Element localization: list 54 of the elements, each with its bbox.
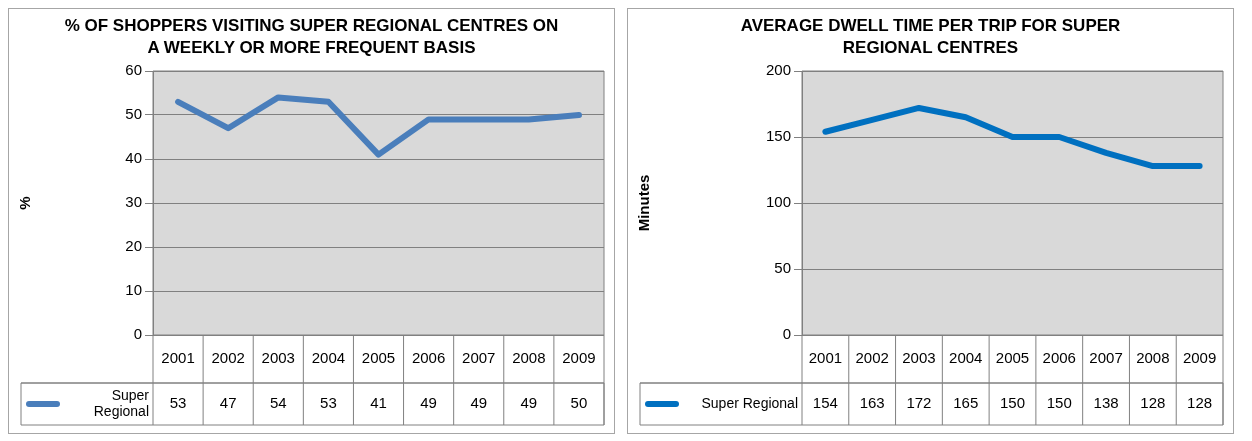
x-tick-label: 2003 <box>902 349 936 367</box>
x-tick-label: 2002 <box>855 349 889 367</box>
data-label: 47 <box>219 394 237 412</box>
y-axis-title: % <box>16 196 34 210</box>
y-tick-label: 60 <box>125 61 142 79</box>
x-tick-label: 2004 <box>949 349 983 367</box>
data-label: 41 <box>370 394 387 412</box>
x-tick-label: 2005 <box>361 349 396 367</box>
y-tick-label: 200 <box>765 61 791 79</box>
chart-title: % OF SHOPPERS VISITING SUPER REGIONAL CENTRES ON A WEEKLY OR MORE FREQUENT BASIS <box>63 15 560 59</box>
x-tick-label: 2005 <box>995 349 1030 367</box>
x-tick-label: 2006 <box>411 349 446 367</box>
x-tick-label: 2006 <box>1042 349 1076 367</box>
text: Super Regional <box>93 386 150 419</box>
data-label: 172 <box>906 394 932 412</box>
y-tick-label: 10 <box>125 281 142 299</box>
x-tick-label: 2002 <box>211 349 245 367</box>
x-tick-label: 2007 <box>462 349 496 367</box>
y-tick-label: 0 <box>782 325 791 343</box>
x-tick-label: 2008 <box>512 349 546 367</box>
x-tick-label: 2009 <box>562 349 596 367</box>
x-tick-label: 2001 <box>161 349 195 367</box>
x-tick-label: 2004 <box>311 349 346 367</box>
x-tick-label: 2007 <box>1089 349 1123 367</box>
x-tick-label: 2008 <box>1136 349 1170 367</box>
data-label: 128 <box>1187 394 1213 412</box>
data-label: 53 <box>169 394 187 412</box>
y-tick-label: 100 <box>765 193 791 211</box>
y-axis-title: Minutes <box>635 174 653 232</box>
data-label: 49 <box>520 394 538 412</box>
y-tick-label: 50 <box>125 105 142 123</box>
y-tick-label: 40 <box>125 149 142 167</box>
data-label: 138 <box>1093 394 1119 412</box>
y-tick-label: 150 <box>765 127 791 145</box>
data-label: 165 <box>953 394 979 412</box>
data-label: 53 <box>320 394 337 412</box>
legend-label: Super Regional <box>701 394 798 411</box>
data-label: 150 <box>999 394 1026 412</box>
data-label: 128 <box>1140 394 1166 412</box>
y-tick-label: 30 <box>125 193 142 211</box>
data-label: 163 <box>859 394 885 412</box>
data-label: 49 <box>470 394 488 412</box>
x-tick-label: 2001 <box>808 349 843 367</box>
data-label: 54 <box>269 394 287 412</box>
x-tick-label: 2003 <box>261 349 295 367</box>
y-tick-label: 50 <box>774 259 791 277</box>
x-tick-label: 2009 <box>1182 349 1217 367</box>
y-tick-label: 20 <box>125 237 142 255</box>
data-label: 154 <box>812 394 838 412</box>
data-label: 49 <box>420 394 437 412</box>
data-label: 150 <box>1046 394 1072 412</box>
data-label: 50 <box>570 394 588 412</box>
y-tick-label: 0 <box>133 325 142 343</box>
chart-title: AVERAGE DWELL TIME PER TRIP FOR SUPER REGIONAL CENTRES <box>739 15 1122 59</box>
